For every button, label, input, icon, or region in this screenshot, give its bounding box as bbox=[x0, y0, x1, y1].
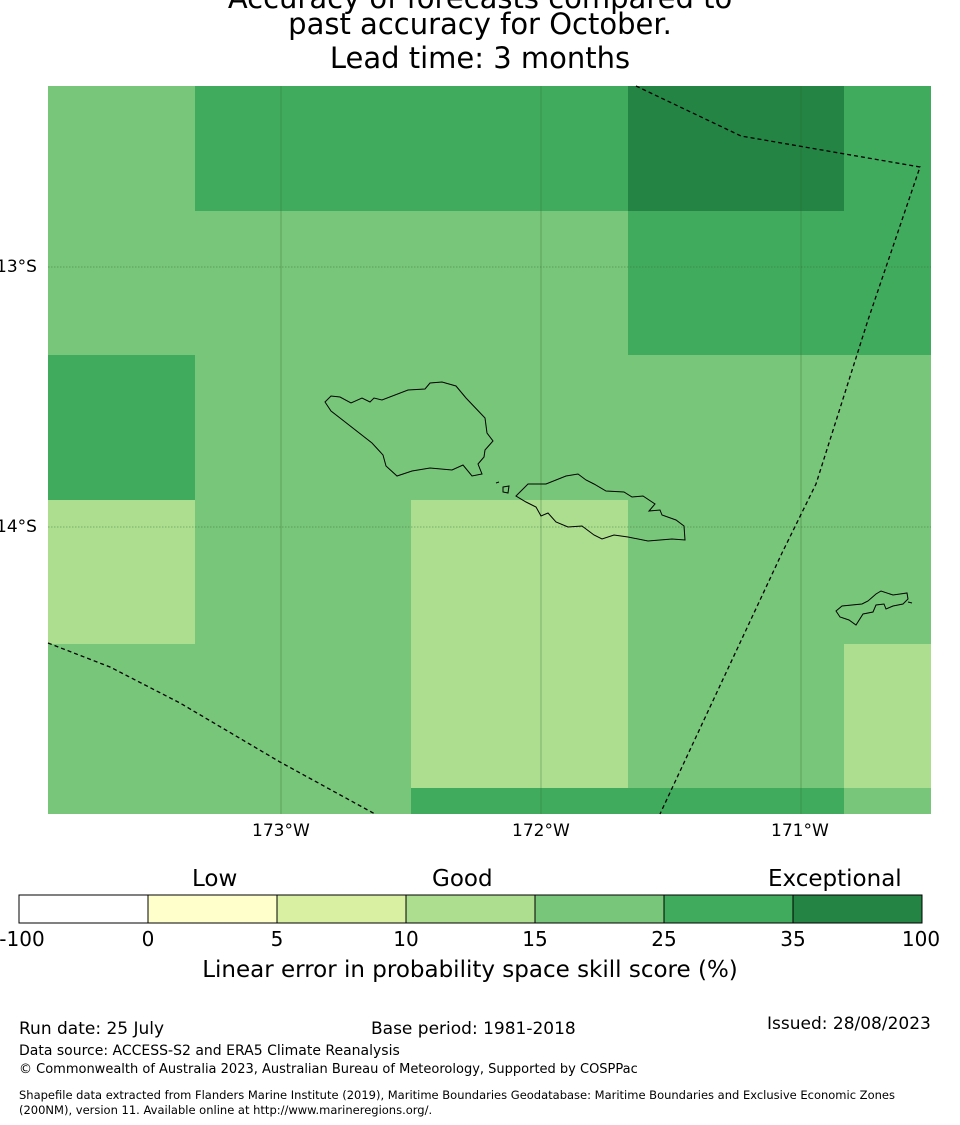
apolima-islet bbox=[495, 481, 500, 484]
category-low: Low bbox=[192, 866, 238, 892]
coastlines bbox=[324, 381, 913, 626]
aunuu-islet bbox=[907, 601, 913, 604]
colorbar-segment bbox=[534, 894, 665, 924]
colorbar bbox=[18, 894, 923, 924]
category-good: Good bbox=[432, 866, 493, 892]
graticule bbox=[48, 86, 931, 814]
lon-label-172w: 172°W bbox=[512, 821, 570, 841]
grid-cell bbox=[195, 86, 628, 211]
base-period: Base period: 1981-2018 bbox=[371, 1019, 576, 1039]
colorbar-segment bbox=[663, 894, 794, 924]
colorbar-label: Linear error in probability space skill … bbox=[202, 957, 738, 983]
grid-cell bbox=[844, 86, 931, 211]
lon-label-173w: 173°W bbox=[252, 821, 310, 841]
grid-cell bbox=[411, 500, 628, 788]
grid-cell bbox=[411, 788, 844, 814]
colorbar-tick: -100 bbox=[0, 927, 45, 951]
savaii-island bbox=[324, 381, 494, 477]
upolu-island bbox=[515, 473, 686, 542]
grid-cell bbox=[844, 644, 931, 788]
colorbar-segment bbox=[18, 894, 149, 924]
eez-boundary bbox=[47, 85, 921, 815]
grid-cell bbox=[628, 86, 844, 211]
colorbar-segment bbox=[147, 894, 278, 924]
colorbar-tick: 10 bbox=[393, 927, 419, 951]
data-source: Data source: ACCESS-S2 and ERA5 Climate … bbox=[19, 1043, 400, 1059]
issued-date: Issued: 28/08/2023 bbox=[767, 1014, 931, 1034]
run-date: Run date: 25 July bbox=[19, 1019, 165, 1039]
lon-label-171w: 171°W bbox=[771, 821, 829, 841]
colorbar-tick: 0 bbox=[141, 927, 155, 951]
colorbar-tick: 100 bbox=[901, 927, 941, 951]
manono-islet bbox=[502, 485, 510, 494]
shapefile-credit-line-1: Shapefile data extracted from Flanders M… bbox=[19, 1088, 895, 1102]
category-exceptional: Exceptional bbox=[768, 866, 902, 892]
colorbar-segment bbox=[276, 894, 407, 924]
grid-cell bbox=[48, 355, 195, 500]
grid-cell bbox=[628, 211, 931, 355]
title-line-2: past accuracy for October. bbox=[288, 7, 672, 41]
title-line-1: Accuracy of forecasts compared to bbox=[0, 0, 960, 14]
colorbar-segment bbox=[405, 894, 536, 924]
colorbar-segment bbox=[792, 894, 923, 924]
skill-grid bbox=[48, 86, 931, 814]
colorbar-tick: 25 bbox=[651, 927, 677, 951]
tutuila-island bbox=[835, 590, 909, 626]
colorbar-tick: 15 bbox=[522, 927, 548, 951]
title-line-3: Lead time: 3 months bbox=[329, 41, 631, 75]
shapefile-credit-line-2: (200NM), version 11. Available online at… bbox=[19, 1103, 433, 1117]
colorbar-tick: 5 bbox=[270, 927, 284, 951]
colorbar-tick: 35 bbox=[780, 927, 806, 951]
copyright: © Commonwealth of Australia 2023, Austra… bbox=[19, 1062, 638, 1077]
lat-label-13s: 13°S bbox=[0, 257, 37, 277]
lat-label-14s: 14°S bbox=[0, 517, 37, 537]
grid-cell bbox=[48, 500, 195, 644]
